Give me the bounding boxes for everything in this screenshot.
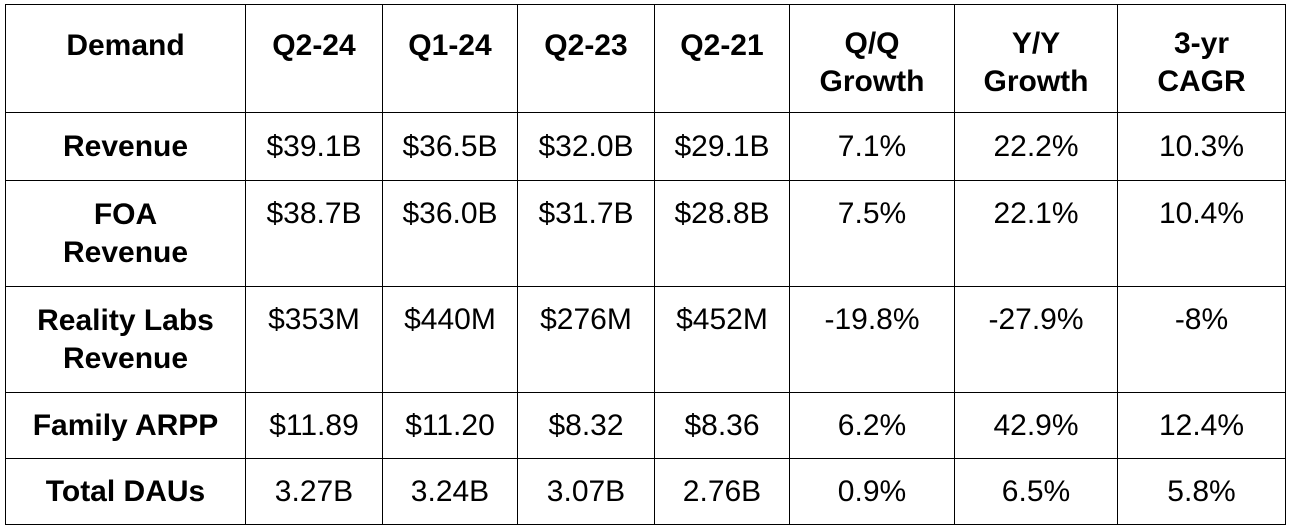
table-cell: 10.4% (1117, 180, 1286, 287)
column-header: Q1-24 (382, 4, 518, 113)
table-cell: $28.8B (654, 180, 790, 287)
table-cell: $39.1B (245, 112, 383, 181)
table-cell: $11.89 (245, 392, 383, 459)
table-cell: $36.5B (382, 112, 518, 181)
table-cell: $11.20 (382, 392, 518, 459)
table-row: Revenue $39.1B $36.5B $32.0B $29.1B 7.1%… (5, 112, 1286, 181)
column-header: Q/Q Growth (789, 4, 955, 113)
table-cell: -8% (1117, 286, 1286, 393)
row-label: Revenue (5, 112, 246, 181)
table-cell: -27.9% (954, 286, 1118, 393)
column-header: 3-yr CAGR (1117, 4, 1286, 113)
row-label: FOA Revenue (5, 180, 246, 287)
table-cell: 12.4% (1117, 392, 1286, 459)
column-header: Q2-21 (654, 4, 790, 113)
table-cell: $32.0B (517, 112, 655, 181)
table-cell: $8.36 (654, 392, 790, 459)
column-header: Demand (5, 4, 246, 113)
row-label: Total DAUs (5, 458, 246, 525)
table-cell: 7.5% (789, 180, 955, 287)
column-header: Q2-24 (245, 4, 383, 113)
column-header: Q2-23 (517, 4, 655, 113)
table-cell: 22.1% (954, 180, 1118, 287)
column-header: Y/Y Growth (954, 4, 1118, 113)
table-cell: $36.0B (382, 180, 518, 287)
table-row: Family ARPP $11.89 $11.20 $8.32 $8.36 6.… (5, 392, 1286, 459)
table-cell: $31.7B (517, 180, 655, 287)
table-cell: 7.1% (789, 112, 955, 181)
table-cell: -19.8% (789, 286, 955, 393)
table-cell: 42.9% (954, 392, 1118, 459)
table-cell: 3.07B (517, 458, 655, 525)
demand-table: Demand Q2-24 Q1-24 Q2-23 Q2-21 Q/Q Growt… (5, 4, 1286, 525)
table-cell: $452M (654, 286, 790, 393)
table-cell: 2.76B (654, 458, 790, 525)
demand-table-container: Demand Q2-24 Q1-24 Q2-23 Q2-21 Q/Q Growt… (5, 4, 1286, 525)
row-label: Reality Labs Revenue (5, 286, 246, 393)
table-cell: $440M (382, 286, 518, 393)
table-cell: 6.2% (789, 392, 955, 459)
table-cell: $38.7B (245, 180, 383, 287)
table-row: Total DAUs 3.27B 3.24B 3.07B 2.76B 0.9% … (5, 458, 1286, 525)
header-row: Demand Q2-24 Q1-24 Q2-23 Q2-21 Q/Q Growt… (5, 4, 1286, 113)
table-row: FOA Revenue $38.7B $36.0B $31.7B $28.8B … (5, 180, 1286, 287)
table-cell: $29.1B (654, 112, 790, 181)
table-cell: $8.32 (517, 392, 655, 459)
table-cell: 6.5% (954, 458, 1118, 525)
table-cell: 10.3% (1117, 112, 1286, 181)
table-cell: 3.24B (382, 458, 518, 525)
table-cell: 22.2% (954, 112, 1118, 181)
table-cell: $276M (517, 286, 655, 393)
table-cell: $353M (245, 286, 383, 393)
table-row: Reality Labs Revenue $353M $440M $276M $… (5, 286, 1286, 393)
table-cell: 3.27B (245, 458, 383, 525)
table-cell: 0.9% (789, 458, 955, 525)
table-cell: 5.8% (1117, 458, 1286, 525)
row-label: Family ARPP (5, 392, 246, 459)
